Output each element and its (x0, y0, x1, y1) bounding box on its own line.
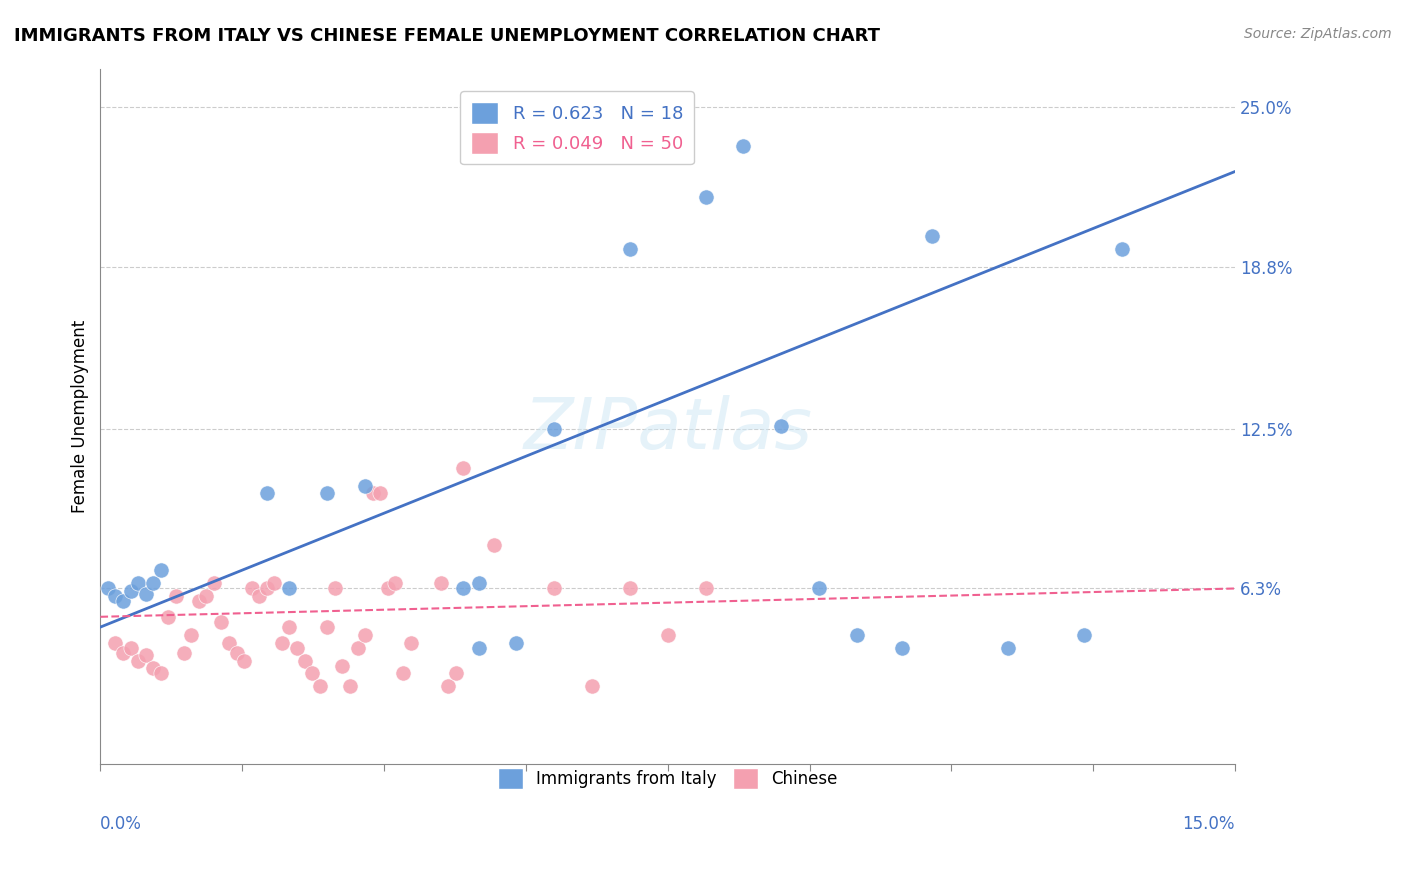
Point (891, 640, 914, 655)
Point (135, 648, 157, 663)
Point (453, 460, 475, 475)
Point (316, 620, 339, 634)
Point (165, 589, 187, 603)
Point (149, 666, 172, 681)
Point (453, 582, 475, 596)
Point (543, 422, 565, 436)
Point (770, 419, 793, 434)
Point (384, 576, 406, 591)
Point (695, 190, 717, 204)
Point (845, 628, 868, 642)
Text: IMMIGRANTS FROM ITALY VS CHINESE FEMALE UNEMPLOYMENT CORRELATION CHART: IMMIGRANTS FROM ITALY VS CHINESE FEMALE … (14, 27, 880, 45)
Point (285, 640, 308, 655)
Point (921, 228, 943, 243)
Point (112, 646, 135, 660)
Point (294, 654, 316, 668)
Text: 0.0%: 0.0% (100, 815, 142, 833)
Point (505, 635, 527, 649)
Point (180, 628, 202, 642)
Point (354, 628, 377, 642)
Point (278, 582, 301, 596)
Point (233, 654, 256, 668)
Point (127, 576, 149, 591)
Point (173, 646, 195, 660)
Point (657, 628, 679, 642)
Point (808, 582, 831, 596)
Point (225, 646, 247, 660)
Point (271, 635, 294, 649)
Point (619, 582, 641, 596)
Point (104, 635, 127, 649)
Point (695, 582, 717, 596)
Point (247, 589, 270, 603)
Point (467, 640, 489, 655)
Point (112, 594, 135, 608)
Y-axis label: Female Unemployment: Female Unemployment (72, 319, 89, 513)
Point (1073, 628, 1095, 642)
Legend: Immigrants from Italy, Chinese: Immigrants from Italy, Chinese (489, 760, 846, 797)
Point (339, 679, 361, 693)
Point (278, 620, 301, 634)
Point (316, 486, 339, 500)
Point (361, 486, 384, 500)
Point (104, 589, 127, 603)
Point (209, 615, 232, 629)
Point (97, 582, 120, 596)
Point (392, 666, 415, 681)
Text: 15.0%: 15.0% (1182, 815, 1234, 833)
Point (368, 486, 391, 500)
Point (142, 661, 165, 675)
Point (444, 666, 467, 681)
Point (157, 609, 180, 624)
Point (308, 679, 330, 693)
Point (218, 635, 240, 649)
Text: ZIPatlas: ZIPatlas (523, 395, 813, 465)
Point (467, 576, 489, 591)
Text: Source: ZipAtlas.com: Source: ZipAtlas.com (1244, 27, 1392, 41)
Point (399, 635, 422, 649)
Point (437, 679, 460, 693)
Point (256, 486, 278, 500)
Point (354, 478, 377, 492)
Point (332, 658, 354, 673)
Point (256, 582, 278, 596)
Point (202, 576, 225, 591)
Point (195, 589, 218, 603)
Point (120, 584, 142, 599)
Point (733, 138, 755, 153)
Point (301, 666, 323, 681)
Point (619, 242, 641, 256)
Point (898, 23, 921, 37)
Point (263, 576, 285, 591)
Point (120, 640, 142, 655)
Point (482, 538, 505, 552)
Point (323, 582, 346, 596)
Point (187, 594, 209, 608)
Point (127, 654, 149, 668)
Point (1111, 242, 1133, 256)
Point (135, 587, 157, 601)
Point (429, 576, 451, 591)
Point (142, 576, 165, 591)
Point (377, 582, 399, 596)
Point (997, 640, 1019, 655)
Point (581, 679, 603, 693)
Point (346, 640, 368, 655)
Point (240, 582, 263, 596)
Point (149, 564, 172, 578)
Point (543, 582, 565, 596)
